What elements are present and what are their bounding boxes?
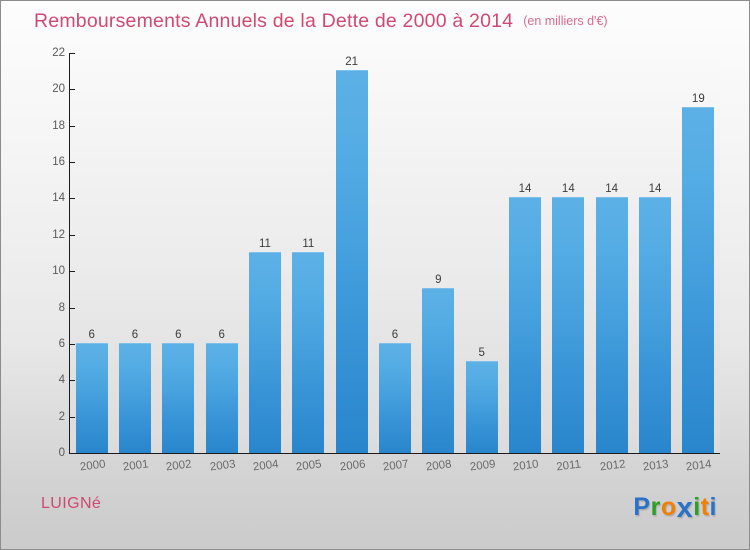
title-bar: Remboursements Annuels de la Dette de 20… [34,10,724,38]
bar-group: 11 2005 [287,53,330,473]
plot-area: 0 2 4 6 8 10 12 14 16 18 20 22 6 2000 6 2001 6 2002 6 2003… [52,47,720,473]
x-axis-tick-label: 2011 [556,458,583,474]
x-axis-tick-label: 2007 [382,458,410,474]
bar[interactable] [248,252,281,453]
x-axis-tick-label: 2005 [295,458,323,474]
x-axis-tick-label: 2013 [642,458,670,474]
x-axis-tick-label: 2009 [468,458,496,474]
logo-letter: x [676,492,694,524]
bar-value-label: 6 [88,328,95,341]
bar-group: 14 2011 [547,53,590,473]
bar-group: 14 2010 [503,53,546,473]
bar[interactable] [508,197,541,453]
bar-value-label: 14 [605,183,619,196]
bar-value-label: 6 [131,328,139,341]
bar[interactable] [595,197,628,453]
logo-letter: o [660,493,677,521]
bar-value-label: 11 [302,238,315,250]
y-axis-tick-mark [70,234,75,236]
bar[interactable] [75,342,108,453]
bar-group: 6 2007 [373,53,416,473]
bar-value-label: 11 [259,238,271,250]
x-axis-tick-label: 2014 [685,458,713,474]
bar-group: 19 2014 [677,53,720,473]
proxiti-logo[interactable]: Proxiti [633,490,717,524]
y-axis-tick-label: 10 [52,265,65,278]
x-axis-tick-label: 2012 [598,458,626,474]
bar-group: 6 2000 [70,53,113,473]
y-axis-tick-mark [70,380,75,382]
bar-group: 6 2003 [200,53,243,473]
y-axis-tick-mark [70,453,75,454]
page-title: Remboursements Annuels de la Dette de 20… [34,10,514,32]
x-axis-tick-label: 2002 [165,458,193,474]
bar[interactable] [682,106,715,453]
bar-value-label: 19 [691,92,705,105]
x-axis-tick-label: 2008 [425,458,453,474]
y-axis-tick-label: 20 [52,83,65,96]
bar-value-label: 14 [518,183,532,196]
bar-group: 5 2009 [460,53,503,473]
x-axis-tick-label: 2004 [252,458,280,474]
x-axis-tick-label: 2010 [512,458,540,474]
bar-group: 14 2012 [590,53,633,473]
bar[interactable] [378,342,411,453]
bar-value-label: 6 [218,328,225,341]
x-axis-tick-label: 2001 [122,458,150,474]
logo-letter: i [709,493,717,521]
logo-letter: r [650,493,661,521]
y-axis-tick-mark [70,162,75,164]
y-axis-tick-label: 8 [58,301,65,314]
bar-group: 6 2001 [113,53,156,473]
bar-group: 11 2004 [243,53,286,473]
bar-value-label: 5 [478,347,485,360]
bar-value-label: 21 [345,56,359,69]
bar-group: 21 2006 [330,53,373,473]
bar[interactable] [205,342,238,453]
y-axis-tick-mark [70,125,75,127]
bar[interactable] [292,252,325,453]
bar-value-label: 14 [648,183,662,196]
bar-value-label: 14 [561,183,575,196]
y-axis-tick-mark [70,198,75,200]
logo-letter: t [700,493,710,521]
bar-value-label: 6 [175,328,182,341]
x-axis-tick-label: 2003 [208,458,236,474]
logo-letter: i [693,493,701,521]
y-axis-tick-mark [70,307,75,309]
y-axis-tick-mark [70,416,75,418]
y-axis-tick-label: 18 [52,119,65,132]
y-axis-tick-label: 4 [58,374,65,387]
bar[interactable] [422,288,455,453]
y-axis-tick-label: 6 [58,337,65,350]
y-axis-tick-mark [70,343,75,345]
bar[interactable] [118,342,151,453]
y-axis-tick-label: 2 [58,410,65,423]
bar[interactable] [552,197,585,453]
y-axis-tick-mark [70,53,75,54]
y-axis-tick-mark [70,89,75,91]
bar[interactable] [638,197,671,453]
bar-group: 9 2008 [417,53,460,473]
bar-series: 6 2000 6 2001 6 2002 6 2003 11 2004 11 2005 21 2006 6 2… [70,53,720,473]
bar[interactable] [162,342,195,453]
y-axis-tick-label: 16 [52,156,65,169]
y-axis-tick-label: 22 [52,47,65,59]
bar-value-label: 6 [391,328,399,341]
y-axis-tick-label: 0 [58,447,65,459]
y-axis-tick-label: 14 [52,192,65,205]
y-axis-tick-mark [70,271,75,273]
y-axis-tick-label: 12 [52,228,65,241]
bar[interactable] [465,361,498,453]
chart-subtitle: (en milliers d'€) [523,14,608,28]
bar-group: 14 2013 [633,53,676,473]
x-axis-tick-label: 2000 [78,458,106,474]
entity-name-label: LUIGNé [41,495,102,512]
x-axis-tick-label: 2006 [338,458,366,474]
bar-value-label: 9 [435,274,442,287]
logo-letter: P [633,493,651,521]
bar[interactable] [335,70,368,453]
bar-group: 6 2002 [157,53,200,473]
